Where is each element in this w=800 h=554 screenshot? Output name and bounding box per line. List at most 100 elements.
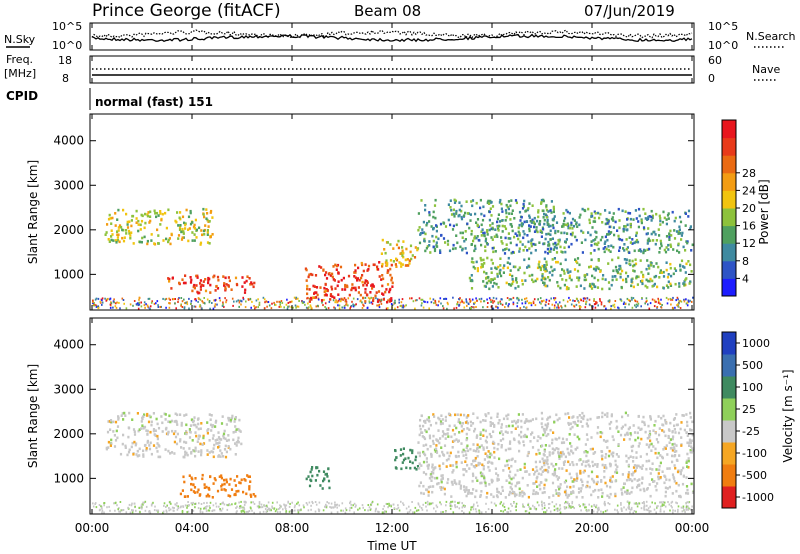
data-cell <box>377 510 379 513</box>
data-cell <box>622 486 625 489</box>
data-cell <box>563 490 567 494</box>
data-cell <box>603 242 606 245</box>
data-cell <box>432 442 435 445</box>
data-cell <box>338 304 341 307</box>
data-cell <box>274 510 277 513</box>
data-cell <box>593 299 595 302</box>
data-cell <box>224 286 227 289</box>
data-cell <box>145 505 148 508</box>
data-cell <box>232 431 235 434</box>
data-cell <box>461 429 464 433</box>
data-cell <box>664 505 667 508</box>
data-cell <box>584 278 588 282</box>
data-cell <box>645 488 649 491</box>
power-ylabel: Slant Range [km] <box>26 160 40 264</box>
data-cell <box>234 502 236 505</box>
data-cell <box>458 482 461 486</box>
data-cell <box>361 301 363 304</box>
data-cell <box>575 479 578 482</box>
data-cell <box>632 456 635 459</box>
data-cell <box>116 239 120 242</box>
data-cell <box>378 261 381 264</box>
data-cell <box>197 297 200 300</box>
data-cell <box>308 501 311 504</box>
data-cell <box>447 457 450 461</box>
data-cell <box>510 491 513 495</box>
data-cell <box>365 283 368 287</box>
data-cell <box>528 224 531 227</box>
data-cell <box>645 467 648 471</box>
data-cell <box>647 303 649 306</box>
data-cell <box>426 221 429 225</box>
data-cell <box>353 304 356 307</box>
data-cell <box>252 501 254 504</box>
data-cell <box>394 449 397 453</box>
data-cell <box>503 264 506 267</box>
data-cell <box>460 425 463 428</box>
data-cell <box>398 261 401 264</box>
data-cell <box>507 256 510 260</box>
data-cell <box>518 250 521 253</box>
data-cell <box>649 277 652 281</box>
data-cell <box>520 215 523 219</box>
data-cell <box>371 287 374 290</box>
data-cell <box>462 473 465 477</box>
data-cell <box>224 455 228 459</box>
data-cell <box>689 227 692 230</box>
data-cell <box>510 464 513 468</box>
data-cell <box>585 506 587 509</box>
data-cell <box>630 506 633 509</box>
data-cell <box>182 230 185 233</box>
data-cell <box>475 435 479 438</box>
data-cell <box>584 238 587 242</box>
data-cell <box>461 300 463 303</box>
data-cell <box>623 258 626 261</box>
data-cell <box>240 510 243 513</box>
data-cell <box>586 424 589 428</box>
data-cell <box>321 487 324 490</box>
data-cell <box>563 481 566 484</box>
data-cell <box>651 216 654 220</box>
data-cell <box>456 301 459 304</box>
data-cell <box>492 250 495 254</box>
data-cell <box>610 420 613 424</box>
data-cell <box>566 285 569 289</box>
data-cell <box>430 453 433 457</box>
data-cell <box>411 451 414 455</box>
data-cell <box>618 246 621 249</box>
data-cell <box>584 306 587 309</box>
data-cell <box>297 509 300 512</box>
data-cell <box>190 278 193 282</box>
data-cell <box>574 422 577 426</box>
data-cell <box>515 502 518 505</box>
data-cell <box>122 509 125 511</box>
data-cell <box>492 307 495 310</box>
data-cell <box>170 287 173 290</box>
data-cell <box>587 231 590 234</box>
data-cell <box>639 465 642 469</box>
data-cell <box>411 449 414 452</box>
data-cell <box>334 263 337 267</box>
data-cell <box>567 271 570 274</box>
nsky-tick-low: 10^0 <box>52 39 82 52</box>
data-cell <box>644 212 647 215</box>
data-cell <box>677 242 680 246</box>
data-cell <box>680 469 683 472</box>
data-cell <box>504 430 507 434</box>
data-cell <box>128 232 131 235</box>
data-cell <box>554 297 557 300</box>
data-cell <box>593 276 596 280</box>
data-cell <box>630 472 633 476</box>
data-cell <box>524 434 527 437</box>
data-cell <box>464 238 467 241</box>
data-cell <box>439 251 442 254</box>
data-cell <box>614 459 617 463</box>
data-cell <box>674 216 677 220</box>
data-cell <box>667 501 669 503</box>
data-cell <box>95 297 98 300</box>
data-cell <box>435 229 438 233</box>
data-cell <box>140 427 143 430</box>
data-cell <box>205 217 208 220</box>
data-cell <box>623 438 626 441</box>
data-cell <box>194 423 197 427</box>
